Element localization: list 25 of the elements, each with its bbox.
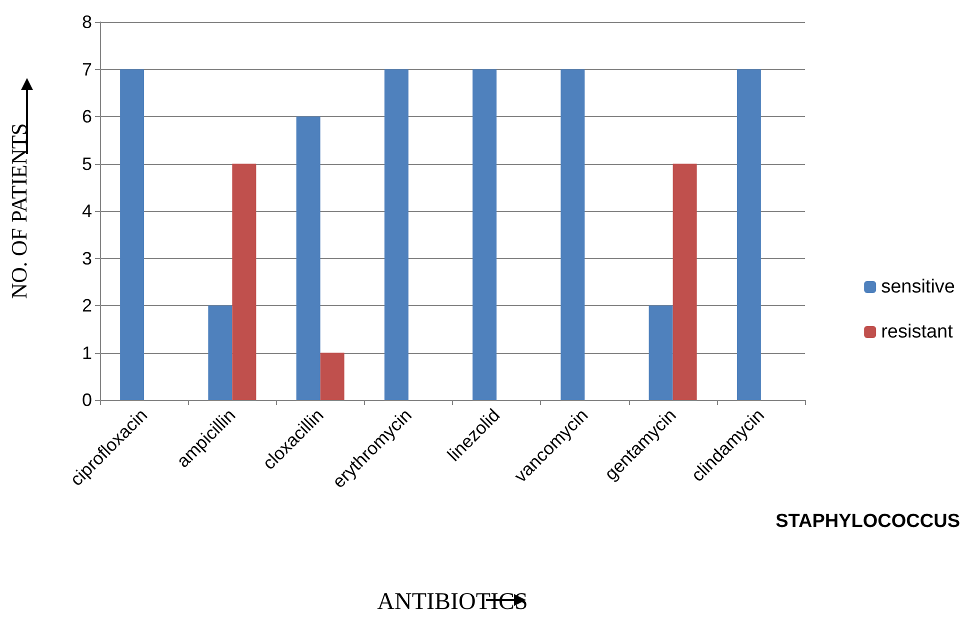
y-tick-label: 3 <box>82 248 92 268</box>
y-tick-label: 0 <box>82 390 92 410</box>
y-axis-title: NO. OF PATIENTS <box>6 123 32 299</box>
bar <box>232 164 256 400</box>
legend-label: resistant <box>881 322 954 342</box>
bar <box>384 69 408 400</box>
y-tick-label: 4 <box>82 201 92 221</box>
y-tick-label: 6 <box>82 106 92 126</box>
bar <box>560 69 585 400</box>
bar <box>120 69 144 400</box>
y-tick-label: 5 <box>82 154 92 174</box>
bar <box>736 69 761 400</box>
y-tick-label: 2 <box>82 296 92 316</box>
y-tick-label: 1 <box>82 342 92 363</box>
bar <box>472 69 497 400</box>
y-tick-label: 7 <box>82 59 92 80</box>
x-axis-title: ANTIBIOTICS <box>377 589 528 615</box>
bar <box>320 352 344 400</box>
bar <box>672 164 697 400</box>
bar <box>296 116 320 400</box>
text: STAPHYLOCOCCUS <box>776 511 960 532</box>
y-tick-label: 8 <box>82 12 92 32</box>
bar <box>648 306 673 400</box>
bar <box>208 306 232 400</box>
legend-label: sensitive <box>881 276 955 298</box>
